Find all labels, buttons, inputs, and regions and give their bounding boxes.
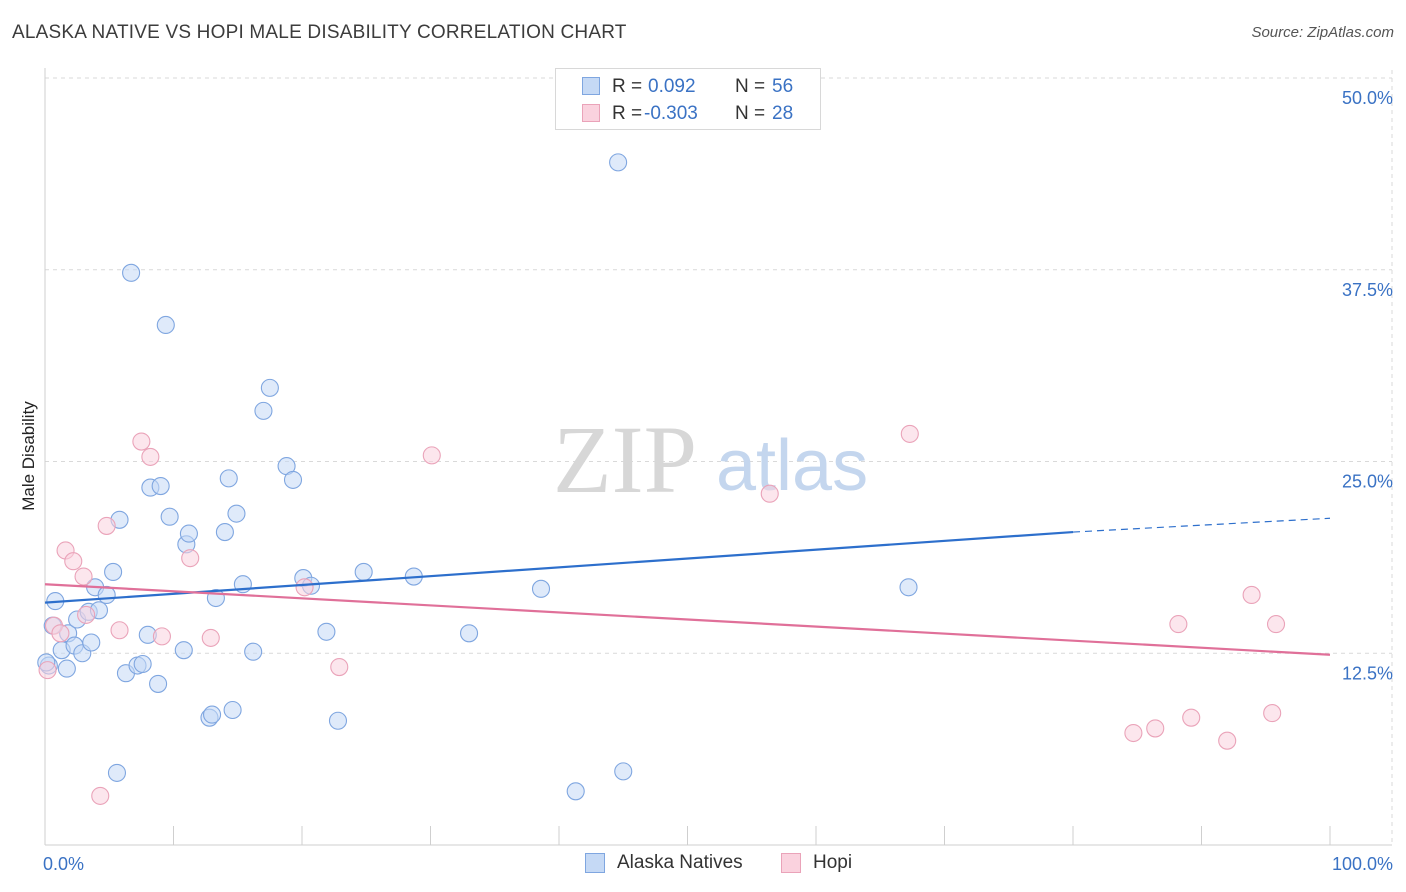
x-tick-label: 0.0% <box>43 854 84 874</box>
trend-line-hopi <box>44 583 1331 656</box>
point-hopi <box>181 549 200 568</box>
point-hopi <box>760 484 779 503</box>
y-tick-label: 37.5% <box>1342 280 1393 300</box>
point-alaska <box>57 659 76 678</box>
watermark: ZIP atlas <box>553 406 868 513</box>
legend-r-label: R = <box>612 76 643 97</box>
point-alaska <box>156 315 175 335</box>
legend-n-value-hopi: 28 <box>772 103 794 124</box>
bottom-legend-swatch-hopi <box>781 853 801 873</box>
point-alaska <box>82 633 101 652</box>
point-alaska <box>354 562 373 581</box>
point-alaska <box>317 622 336 641</box>
bottom-legend-label-hopi: Hopi <box>813 852 853 873</box>
point-alaska <box>133 654 152 674</box>
point-hopi <box>900 424 919 443</box>
point-alaska <box>219 469 238 488</box>
point-hopi <box>64 552 83 571</box>
point-hopi <box>1263 704 1282 723</box>
point-hopi <box>422 446 441 465</box>
trend-lines <box>44 517 1331 656</box>
point-hopi <box>51 624 70 643</box>
trend-line-extension-alaska <box>1072 517 1331 533</box>
legend-n-label: N = <box>735 103 766 124</box>
point-hopi <box>1266 615 1286 634</box>
legend-n-value-alaska: 56 <box>772 76 794 97</box>
point-alaska <box>459 624 479 643</box>
legend-swatch-alaska <box>582 77 600 95</box>
x-tick-label: 100.0% <box>1332 854 1393 874</box>
legend-swatch-hopi <box>582 104 600 122</box>
legend-r-value-alaska: 0.092 <box>648 76 696 97</box>
point-alaska <box>244 642 263 661</box>
point-hopi <box>1124 723 1143 743</box>
legend-r-label: R = <box>612 103 643 124</box>
point-hopi <box>110 621 129 640</box>
point-alaska <box>609 153 628 172</box>
legend-n-label: N = <box>735 76 766 97</box>
point-alaska <box>614 762 633 781</box>
bottom-legend-label-alaska: Alaska Natives <box>617 852 743 873</box>
point-hopi <box>295 578 314 597</box>
point-hopi <box>1218 731 1237 750</box>
point-alaska <box>215 523 234 542</box>
point-alaska <box>122 263 141 282</box>
point-hopi <box>1242 585 1261 605</box>
data-points <box>37 153 1286 805</box>
point-alaska <box>149 674 168 693</box>
point-alaska <box>203 705 222 724</box>
point-hopi <box>91 786 110 805</box>
legend: R = 0.092 N = 56 R = -0.303 N = 28 <box>555 68 821 130</box>
gridlines <box>45 70 1393 845</box>
watermark-atlas: atlas <box>716 426 868 506</box>
point-hopi <box>152 627 171 646</box>
point-alaska <box>899 578 918 597</box>
point-alaska <box>179 524 198 543</box>
watermark-zip: ZIP <box>553 406 697 513</box>
point-hopi <box>201 628 220 647</box>
point-hopi <box>74 567 93 586</box>
point-hopi <box>1146 719 1165 738</box>
point-alaska <box>328 711 348 730</box>
point-hopi <box>97 516 116 535</box>
point-hopi <box>1182 708 1201 727</box>
y-axis-title: Male Disability <box>19 401 38 511</box>
y-tick-label: 25.0% <box>1342 472 1393 492</box>
point-hopi <box>141 447 160 466</box>
point-alaska <box>227 504 246 523</box>
source-label: Source: ZipAtlas.com <box>1251 24 1394 41</box>
chart-title: ALASKA NATIVE VS HOPI MALE DISABILITY CO… <box>12 22 627 43</box>
point-alaska <box>107 763 127 782</box>
legend-r-value-hopi: -0.303 <box>644 103 698 124</box>
point-hopi <box>132 432 151 451</box>
axes <box>44 68 1392 846</box>
y-tick-label: 12.5% <box>1342 663 1393 683</box>
point-alaska <box>531 579 551 598</box>
point-alaska <box>254 401 273 420</box>
point-alaska <box>283 470 303 489</box>
point-alaska <box>223 700 242 720</box>
point-alaska <box>260 378 279 397</box>
point-hopi <box>38 661 57 680</box>
point-alaska <box>160 507 179 526</box>
point-hopi <box>1169 615 1188 634</box>
y-tick-label: 50.0% <box>1342 88 1393 108</box>
point-alaska <box>104 562 123 581</box>
point-alaska <box>174 641 193 660</box>
point-alaska <box>151 476 170 496</box>
axis-labels: 12.5% 25.0% 37.5% 50.0% 0.0% 100.0% <box>43 88 1393 874</box>
point-alaska <box>566 782 585 801</box>
point-hopi <box>330 658 349 677</box>
point-hopi <box>77 605 96 624</box>
trend-line-alaska <box>44 530 1074 604</box>
bottom-legend-swatch-alaska <box>585 853 605 873</box>
